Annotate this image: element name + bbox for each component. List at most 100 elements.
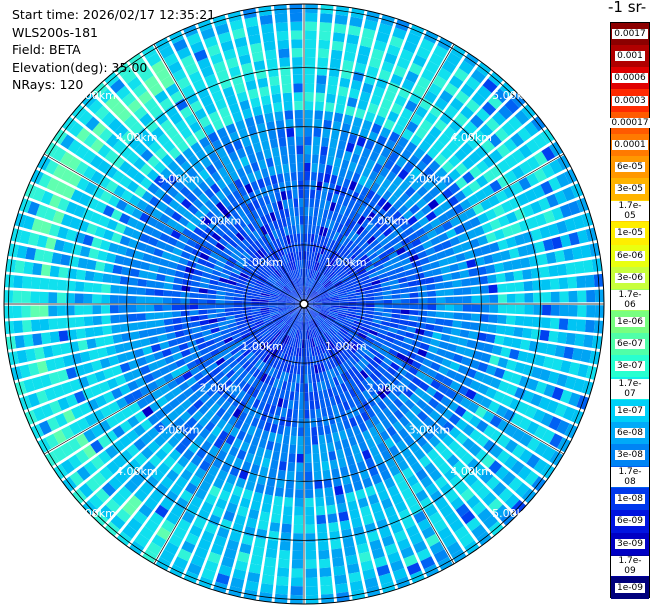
colorbar-level-label: 0.0006 — [612, 73, 648, 84]
ray-gate — [262, 288, 271, 293]
ray-gate — [322, 416, 330, 426]
ray-gate — [318, 39, 331, 50]
ray-gate — [383, 299, 393, 304]
ray-gate — [306, 339, 309, 349]
ray-gate — [420, 204, 432, 216]
ray-gate — [342, 400, 351, 411]
ray-gate — [197, 221, 208, 231]
ray-gate — [329, 459, 339, 470]
ray-gate — [479, 313, 489, 323]
ray-gate — [359, 228, 369, 239]
ray-gate — [279, 277, 287, 286]
ray-gate — [248, 366, 258, 376]
ray-gate — [479, 470, 494, 484]
ray-gate — [304, 92, 314, 102]
ray-gate — [204, 398, 216, 409]
ray-gate — [71, 243, 83, 256]
ray-gate — [357, 204, 366, 215]
ray-gate — [260, 23, 274, 34]
ray-gate — [116, 508, 132, 523]
ray-gate — [449, 380, 461, 392]
ray-gate — [355, 312, 365, 317]
ray-gate — [205, 210, 217, 221]
ray-gate — [340, 372, 348, 383]
ray-gate — [293, 251, 297, 261]
ray-gate — [356, 306, 366, 311]
ray-gate — [481, 101, 497, 116]
ray-gate — [292, 56, 303, 67]
ray-gate — [157, 334, 168, 343]
ray-gate — [119, 276, 130, 285]
ray-gate — [482, 169, 496, 183]
ray-gate — [277, 279, 286, 287]
range-ring-label: 1.00km — [325, 256, 367, 269]
ray-gate — [349, 273, 359, 280]
ray-gate — [264, 556, 277, 568]
ray-gate — [506, 383, 518, 397]
ray-gate — [260, 307, 270, 311]
ray-gate — [177, 548, 192, 562]
ray-gate — [76, 177, 90, 191]
ray-gate — [198, 304, 208, 310]
ray-gate — [442, 421, 455, 434]
ray-gate — [370, 415, 381, 426]
ray-gate — [251, 345, 261, 354]
ray-gate — [391, 313, 401, 319]
ray-gate — [265, 157, 274, 168]
ray-gate — [339, 466, 349, 477]
ray-gate — [262, 343, 271, 352]
ray-gate — [113, 184, 126, 198]
ray-gate — [286, 302, 296, 304]
ray-gate — [184, 482, 198, 495]
ray-gate — [485, 117, 500, 132]
ray-gate — [365, 300, 375, 304]
ray-gate — [340, 352, 349, 361]
ray-gate — [448, 413, 461, 426]
ray-gate — [262, 494, 273, 505]
ray-gate — [186, 167, 198, 179]
ray-gate — [457, 261, 468, 271]
ray-gate — [48, 292, 58, 304]
ray-gate — [489, 377, 502, 389]
ray-gate — [390, 362, 400, 371]
ray-gate — [161, 348, 172, 358]
ray-gate — [334, 574, 348, 585]
ray-gate — [353, 385, 362, 396]
ray-gate — [381, 60, 395, 73]
ray-gate — [181, 511, 195, 524]
ray-gate — [312, 305, 322, 309]
ray-gate — [267, 278, 276, 285]
ray-gate — [318, 163, 326, 174]
ray-gate — [205, 339, 216, 347]
ray-gate — [265, 280, 275, 287]
ray-gate — [339, 430, 348, 441]
ray-gate — [242, 309, 252, 314]
ray-gate — [40, 264, 52, 277]
ray-gate — [225, 292, 235, 297]
ray-gate — [174, 153, 187, 166]
ray-gate — [218, 166, 229, 178]
ray-gate — [323, 332, 330, 341]
ray-gate — [388, 348, 399, 357]
ray-gate — [312, 296, 321, 301]
ray-gate — [184, 266, 195, 274]
ray-gate — [255, 322, 265, 328]
ray-gate — [386, 171, 397, 183]
ray-gate — [387, 205, 398, 217]
ray-gate — [207, 131, 219, 144]
ray-gate — [217, 212, 227, 223]
ray-gate — [586, 289, 596, 303]
ray-gate — [462, 437, 475, 451]
ray-gate — [251, 308, 261, 313]
ray-gate — [441, 358, 453, 368]
ray-gate — [532, 316, 542, 328]
ray-gate — [415, 160, 428, 173]
range-ring-label: 5.00km — [74, 89, 116, 102]
ray-gate — [382, 396, 393, 407]
ray-gate — [323, 173, 331, 184]
ray-gate — [274, 406, 282, 417]
ray-gate — [300, 286, 303, 296]
ray-gate — [460, 488, 475, 502]
ray-gate — [518, 375, 531, 389]
ray-gate — [365, 437, 376, 449]
